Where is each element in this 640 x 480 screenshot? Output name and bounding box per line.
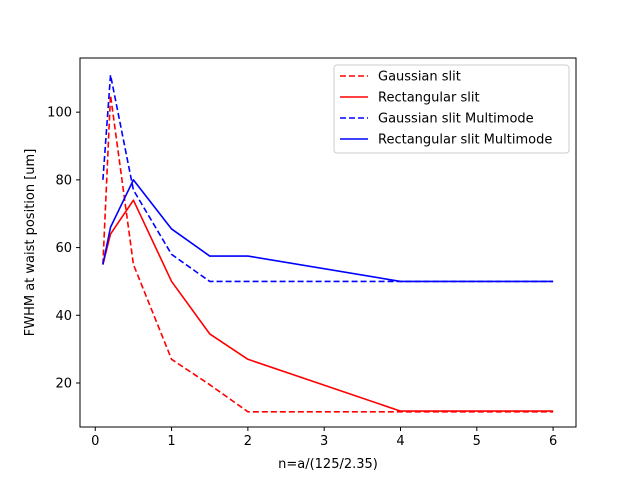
- y-axis: 20 40 60 80 100: [47, 106, 80, 391]
- legend: Gaussian slit Rectangular slit Gaussian …: [333, 64, 570, 154]
- y-tick-label: 40: [55, 309, 72, 324]
- x-tick-label: 2: [244, 434, 252, 449]
- legend-label-rectangular-slit-multimode: Rectangular slit Multimode: [378, 133, 552, 148]
- x-tick-label: 4: [396, 434, 404, 449]
- y-tick-label: 100: [47, 106, 72, 121]
- x-axis: 0 1 2 3 4 5 6: [91, 427, 557, 449]
- legend-box: [333, 64, 570, 154]
- x-tick-label: 3: [320, 434, 328, 449]
- series-line-1: [102, 199, 554, 412]
- legend-label-gaussian-slit: Gaussian slit: [378, 70, 461, 85]
- x-axis-label: n=a/(125/2.35): [278, 457, 378, 472]
- series-line-2: [102, 74, 554, 283]
- y-axis-label: FWHM at waist position [um]: [23, 149, 38, 337]
- x-tick-label: 5: [473, 434, 481, 449]
- x-tick-label: 0: [91, 434, 99, 449]
- x-tick-label: 6: [549, 434, 557, 449]
- y-tick-label: 60: [55, 241, 72, 256]
- x-tick-label: 1: [167, 434, 175, 449]
- y-tick-label: 80: [55, 173, 72, 188]
- plot-area-frame: [79, 57, 577, 428]
- legend-label-rectangular-slit: Rectangular slit: [378, 91, 480, 106]
- series-layer: [102, 74, 554, 413]
- series-line-0: [102, 94, 554, 413]
- series-line-3: [102, 179, 554, 283]
- legend-label-gaussian-slit-multimode: Gaussian slit Multimode: [378, 112, 534, 127]
- y-tick-label: 20: [55, 376, 72, 391]
